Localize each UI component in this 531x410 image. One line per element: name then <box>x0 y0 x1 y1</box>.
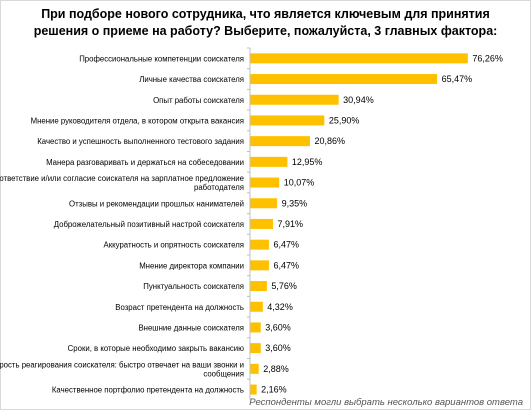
category-label: Доброжелательный позитивный настрой соис… <box>54 220 244 229</box>
category-label: Опыт работы соискателя <box>153 96 244 105</box>
bar-value-label: 12,95% <box>292 157 323 167</box>
bar-value-label: 6,47% <box>273 240 299 250</box>
bar <box>250 384 257 395</box>
category-label: Возраст претендента на должность <box>115 303 244 312</box>
bar <box>250 156 288 167</box>
category-label: Личные качества соискателя <box>139 75 244 84</box>
bar <box>250 53 468 64</box>
chart-title-line-1: При подборе нового сотрудника, что являе… <box>41 7 490 21</box>
bar <box>250 74 438 85</box>
bar-value-label: 7,91% <box>278 219 304 229</box>
category-label: Аккуратность и опрятность соискателя <box>104 241 244 250</box>
bar <box>250 260 269 271</box>
category-label: сообщения <box>203 369 244 378</box>
category-label: Манера разговаривать и держаться на собе… <box>46 158 244 167</box>
chart-footnote: Респонденты могли выбрать несколько вари… <box>249 397 523 408</box>
bar-value-label: 3,60% <box>265 343 291 353</box>
category-label: Внешние данные соискателя <box>138 323 244 332</box>
category-label: Скорость реагирования соискателя: быстро… <box>0 360 244 369</box>
bar <box>250 301 263 312</box>
chart-title: При подборе нового сотрудника, что являе… <box>0 6 531 40</box>
bar <box>250 281 267 292</box>
bar <box>250 177 280 188</box>
bar-value-label: 4,32% <box>267 302 293 312</box>
bar <box>250 94 339 105</box>
category-label: Качественное портфолио претендента на до… <box>52 386 244 395</box>
category-label: Пунктуальность соискателя <box>143 282 244 291</box>
bar <box>250 363 259 374</box>
category-label: Качество и успешность выполненного тесто… <box>37 137 244 146</box>
bar <box>250 322 261 333</box>
bar <box>250 198 278 209</box>
bar <box>250 343 261 354</box>
category-label: Соответствие и/или согласие соискателя н… <box>0 174 244 183</box>
bar-value-label: 20,86% <box>314 136 345 146</box>
category-label: Мнение директора компании <box>139 261 244 270</box>
bar-value-label: 76,26% <box>472 53 503 63</box>
bar <box>250 218 274 229</box>
bar <box>250 115 325 126</box>
category-label: Мнение руководителя отдела, в котором от… <box>31 116 244 125</box>
bar-value-label: 3,60% <box>265 322 291 332</box>
bar-value-label: 2,16% <box>261 385 287 395</box>
bar <box>250 239 269 250</box>
category-label: работодателя <box>194 183 244 192</box>
category-label: Отзывы и рекомендации прошлых нанимателе… <box>69 199 244 208</box>
bar-value-label: 2,88% <box>263 364 289 374</box>
bar-value-label: 10,07% <box>284 178 315 188</box>
category-label: Профессиональные компетенции соискателя <box>79 54 244 63</box>
bar-value-label: 9,35% <box>282 198 308 208</box>
category-label: Сроки, в которые необходимо закрыть вака… <box>68 344 244 353</box>
bar-value-label: 5,76% <box>271 281 297 291</box>
bar <box>250 136 310 147</box>
bar-value-label: 30,94% <box>343 95 374 105</box>
chart-title-line-2: решения о приеме на работу? Выберите, по… <box>33 24 498 38</box>
bar-value-label: 6,47% <box>273 260 299 270</box>
bar-value-label: 25,90% <box>329 115 360 125</box>
bar-value-label: 65,47% <box>442 74 473 84</box>
